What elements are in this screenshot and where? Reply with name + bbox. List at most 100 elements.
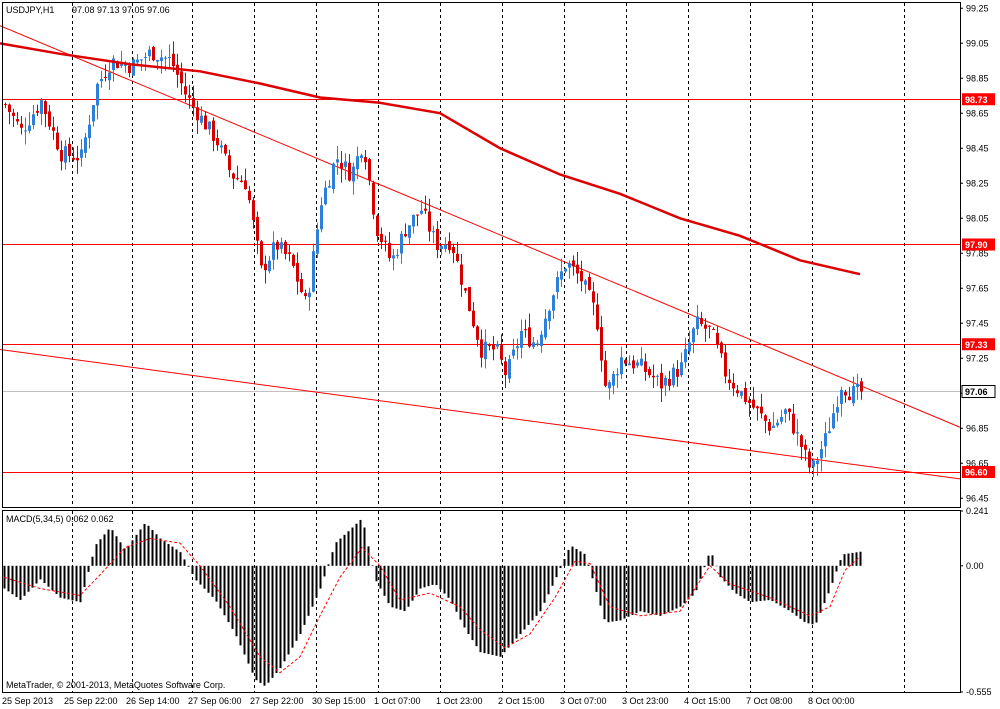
price-candle[interactable] xyxy=(252,196,255,229)
price-candle[interactable] xyxy=(716,326,719,349)
price-candle[interactable] xyxy=(740,390,743,399)
price-candle[interactable] xyxy=(344,153,347,180)
price-candle[interactable] xyxy=(336,145,339,175)
price-candle[interactable] xyxy=(568,260,571,279)
price-candle[interactable] xyxy=(676,360,679,387)
price-candle[interactable] xyxy=(728,368,731,391)
price-candle[interactable] xyxy=(228,149,231,178)
price-candle[interactable] xyxy=(16,112,19,125)
price-candle[interactable] xyxy=(616,368,619,388)
price-candle[interactable] xyxy=(240,175,243,183)
price-candle[interactable] xyxy=(60,140,63,171)
price-candle[interactable] xyxy=(528,313,531,349)
price-candle[interactable] xyxy=(776,419,779,428)
price-candle[interactable] xyxy=(576,251,579,284)
price-candle[interactable] xyxy=(752,386,755,410)
price-candle[interactable] xyxy=(732,373,735,397)
price-candle[interactable] xyxy=(36,104,39,116)
price-candle[interactable] xyxy=(592,282,595,316)
price-candle[interactable] xyxy=(812,458,815,478)
price-candle[interactable] xyxy=(808,448,811,474)
price-candle[interactable] xyxy=(296,252,299,295)
price-candle[interactable] xyxy=(644,353,647,381)
price-candle[interactable] xyxy=(472,302,475,328)
price-candle[interactable] xyxy=(292,253,295,268)
price-candle[interactable] xyxy=(332,162,335,194)
price-candle[interactable] xyxy=(68,137,71,163)
price-candle[interactable] xyxy=(8,103,11,125)
price-candle[interactable] xyxy=(316,222,319,258)
price-candle[interactable] xyxy=(20,115,23,135)
price-candle[interactable] xyxy=(604,350,607,388)
price-candle[interactable] xyxy=(772,412,775,429)
price-candle[interactable] xyxy=(320,197,323,233)
price-candle[interactable] xyxy=(264,255,267,284)
price-candle[interactable] xyxy=(840,386,843,417)
price-candle[interactable] xyxy=(712,327,715,330)
price-candle[interactable] xyxy=(536,340,539,347)
price-candle[interactable] xyxy=(524,319,527,338)
price-candle[interactable] xyxy=(440,244,443,256)
price-candle[interactable] xyxy=(668,370,671,391)
price-candle[interactable] xyxy=(852,376,855,407)
price-candle[interactable] xyxy=(636,359,639,368)
price-candle[interactable] xyxy=(300,272,303,294)
price-candle[interactable] xyxy=(476,325,479,347)
price-candle[interactable] xyxy=(244,168,247,190)
price-candle[interactable] xyxy=(152,45,155,62)
price-candle[interactable] xyxy=(172,41,175,72)
price-candle[interactable] xyxy=(148,45,151,62)
price-candle[interactable] xyxy=(748,396,751,417)
price-candle[interactable] xyxy=(680,352,683,378)
price-candle[interactable] xyxy=(276,239,279,260)
price-candle[interactable] xyxy=(848,386,851,401)
price-candle[interactable] xyxy=(216,129,219,151)
price-candle[interactable] xyxy=(804,439,807,461)
price-candle[interactable] xyxy=(156,59,159,71)
price-candle[interactable] xyxy=(584,279,587,294)
price-candle[interactable] xyxy=(456,241,459,263)
price-candle[interactable] xyxy=(188,84,191,109)
price-candle[interactable] xyxy=(844,389,847,403)
price-candle[interactable] xyxy=(600,315,603,372)
price-candle[interactable] xyxy=(768,419,771,436)
price-candle[interactable] xyxy=(516,338,519,360)
price-candle[interactable] xyxy=(92,104,95,127)
price-candle[interactable] xyxy=(416,214,419,227)
price-candle[interactable] xyxy=(832,403,835,430)
price-candles[interactable] xyxy=(4,41,863,478)
price-candle[interactable] xyxy=(628,355,631,366)
price-candle[interactable] xyxy=(724,344,727,384)
price-candle[interactable] xyxy=(232,172,235,190)
price-candle[interactable] xyxy=(460,254,463,297)
price-candle[interactable] xyxy=(792,403,795,436)
price-candle[interactable] xyxy=(432,225,435,244)
price-candle[interactable] xyxy=(132,57,135,76)
price-candle[interactable] xyxy=(660,363,663,402)
price-candle[interactable] xyxy=(664,375,667,396)
price-candle[interactable] xyxy=(48,104,51,130)
price-candle[interactable] xyxy=(40,98,43,125)
price-candle[interactable] xyxy=(28,112,31,134)
price-candle[interactable] xyxy=(612,371,615,395)
price-candle[interactable] xyxy=(204,111,207,130)
price-candle[interactable] xyxy=(304,289,307,300)
price-candle[interactable] xyxy=(556,271,559,300)
price-candle[interactable] xyxy=(64,140,67,170)
price-candle[interactable] xyxy=(656,374,659,387)
price-candle[interactable] xyxy=(368,157,371,186)
price-candle[interactable] xyxy=(544,309,547,340)
price-candle[interactable] xyxy=(24,117,27,145)
price-candle[interactable] xyxy=(372,180,375,220)
price-candle[interactable] xyxy=(512,338,515,359)
price-candle[interactable] xyxy=(408,225,411,245)
price-candle[interactable] xyxy=(580,260,583,292)
price-candle[interactable] xyxy=(288,244,291,262)
price-candle[interactable] xyxy=(404,223,407,238)
price-candle[interactable] xyxy=(468,286,471,312)
price-candle[interactable] xyxy=(84,132,87,158)
price-candle[interactable] xyxy=(44,100,47,128)
price-candle[interactable] xyxy=(708,325,711,339)
price-candle[interactable] xyxy=(356,146,359,180)
